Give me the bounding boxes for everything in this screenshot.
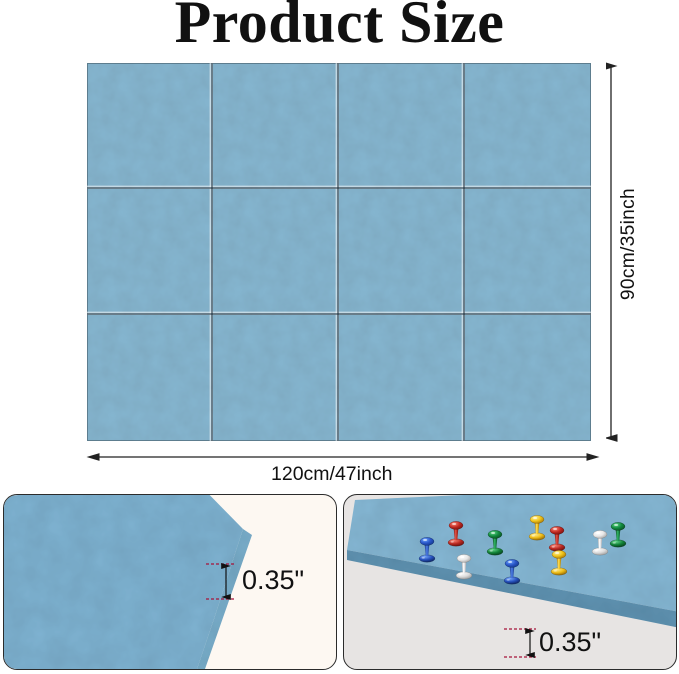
svg-text:0.35": 0.35" — [539, 627, 601, 657]
svg-text:0.35": 0.35" — [242, 565, 304, 595]
